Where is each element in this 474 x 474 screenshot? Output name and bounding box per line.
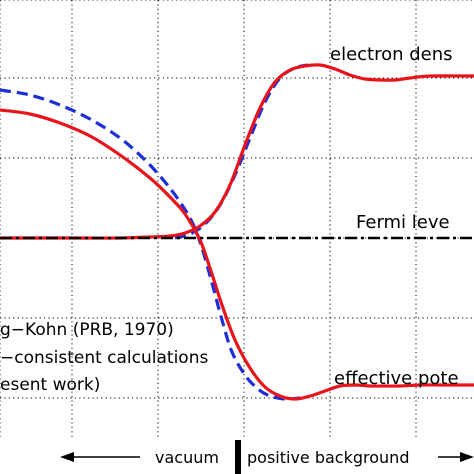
effective-potential-label: effective pote bbox=[334, 368, 459, 389]
grid-layer bbox=[0, 0, 474, 440]
legend-self-consistent-text: −consistent calculations bbox=[0, 348, 208, 368]
legend-lang-kohn-text: g−Kohn (PRB, 1970) bbox=[0, 320, 174, 340]
surface-marker bbox=[235, 440, 241, 474]
fermi-level-label: Fermi leve bbox=[356, 212, 450, 233]
electron-density-label: electron dens bbox=[330, 44, 453, 65]
series-line-effective-potential-self-consistent bbox=[0, 108, 474, 401]
vacuum-label: vacuum bbox=[155, 448, 219, 467]
vacuum-arrow-head bbox=[60, 452, 74, 462]
legend-present-work-text: esent work) bbox=[0, 375, 100, 395]
positive-background-arrow-head bbox=[460, 452, 474, 462]
positive-background-label: positive background bbox=[247, 448, 409, 467]
series-layer bbox=[0, 63, 474, 401]
